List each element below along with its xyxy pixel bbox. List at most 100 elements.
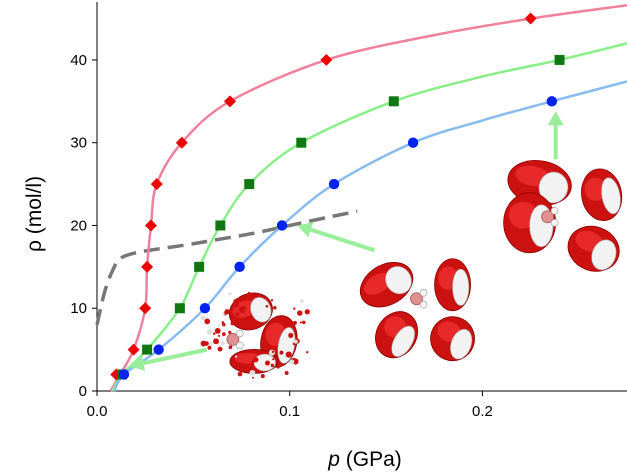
hydrogen-atom xyxy=(419,300,428,309)
inset-high-density xyxy=(503,160,623,272)
speckle xyxy=(228,330,232,334)
speckle xyxy=(238,306,244,312)
square-marker xyxy=(554,54,565,65)
arrow-shaft xyxy=(143,347,208,366)
hydrogen-atom xyxy=(550,206,559,215)
diamond-marker xyxy=(139,302,152,315)
lobe-cap xyxy=(452,268,470,306)
lobe xyxy=(375,311,419,359)
oxygen-atom xyxy=(541,210,555,224)
speckle xyxy=(271,350,275,354)
circle-marker xyxy=(153,344,164,355)
data-markers xyxy=(110,12,565,381)
circle-marker xyxy=(234,261,245,273)
square-marker xyxy=(215,220,226,231)
dashed-curve xyxy=(95,209,358,326)
speckle xyxy=(279,350,284,355)
tick-labels: 0.0 0.1 0.2 0 10 20 30 40 xyxy=(70,52,493,420)
diamond-marker xyxy=(144,219,157,232)
axes xyxy=(92,2,627,396)
x-tick-label: 0.2 xyxy=(472,403,493,420)
lobe-cap xyxy=(253,353,276,372)
molecule-insets xyxy=(200,160,623,379)
y-tick-label: 10 xyxy=(70,300,87,317)
arrow-shaft xyxy=(310,227,376,253)
fit-curve-circle xyxy=(113,80,627,392)
speckle xyxy=(272,358,275,361)
speckle xyxy=(214,327,221,334)
square-marker xyxy=(174,303,185,314)
speckle xyxy=(217,334,221,337)
lobe-highlight xyxy=(584,177,607,201)
diamond-marker xyxy=(320,53,333,66)
speckle xyxy=(250,360,255,365)
speckle xyxy=(221,332,226,337)
speckle xyxy=(212,332,216,335)
speckle xyxy=(247,292,251,296)
speckle xyxy=(270,299,274,302)
circle-marker xyxy=(276,220,288,231)
speckle xyxy=(306,351,309,354)
speckle xyxy=(235,312,240,316)
y-tick-label: 20 xyxy=(70,217,87,234)
arrow-head xyxy=(547,111,564,126)
arrows xyxy=(129,111,564,372)
speckle xyxy=(302,320,306,325)
speckle xyxy=(292,320,297,325)
speckle xyxy=(233,302,239,308)
speckle xyxy=(228,292,232,296)
speckle xyxy=(207,329,213,335)
speckle xyxy=(299,321,302,324)
speckle xyxy=(209,342,213,346)
speckle xyxy=(285,351,292,358)
lobe-cap xyxy=(450,329,473,360)
speckle xyxy=(288,332,294,338)
hydrogen-atom xyxy=(419,288,428,297)
lobe xyxy=(430,316,475,362)
speckle xyxy=(217,346,223,352)
speckle xyxy=(222,312,225,316)
speckle xyxy=(244,350,247,353)
speckle xyxy=(200,340,207,347)
speckle xyxy=(250,366,253,370)
lobe-cap xyxy=(538,171,569,204)
lobe xyxy=(359,262,414,308)
y-axis-title: ρ (mol/l) xyxy=(23,176,46,252)
square-marker xyxy=(388,96,399,107)
speckle xyxy=(228,345,233,350)
x-tick-label: 0.1 xyxy=(279,403,300,420)
lobe-cap xyxy=(591,239,617,271)
speckle xyxy=(289,359,295,365)
oxygen-atom xyxy=(410,292,423,306)
speckle xyxy=(276,365,280,369)
arrow-head xyxy=(129,355,146,372)
speckle xyxy=(265,304,269,308)
speckle xyxy=(251,376,254,379)
speckle xyxy=(264,360,271,366)
lobe-cap xyxy=(385,266,412,295)
diamond-marker xyxy=(127,343,140,356)
lobe-cap xyxy=(391,325,415,357)
square-marker xyxy=(142,344,153,355)
speckle xyxy=(204,318,211,325)
circle-marker xyxy=(199,303,211,314)
speckle xyxy=(304,309,310,315)
x-axis-title: p (GPa) xyxy=(327,448,402,471)
speckle xyxy=(253,357,259,363)
speckle xyxy=(293,339,298,344)
speckle xyxy=(213,338,220,345)
y-tick-label: 30 xyxy=(70,135,87,152)
lobe xyxy=(434,258,471,312)
inset-low-density xyxy=(200,292,310,379)
speckle xyxy=(273,306,277,310)
lobe xyxy=(581,168,623,222)
speckle xyxy=(230,321,235,326)
diamond-marker xyxy=(150,178,163,191)
arrow-head xyxy=(297,222,314,238)
lobe-highlight xyxy=(363,272,393,295)
speckle xyxy=(260,374,265,379)
hydrogen-atom xyxy=(550,218,559,227)
x-tick-label: 0.0 xyxy=(87,403,108,420)
oxygen-atom xyxy=(226,333,240,346)
lobe-cap xyxy=(250,297,272,323)
